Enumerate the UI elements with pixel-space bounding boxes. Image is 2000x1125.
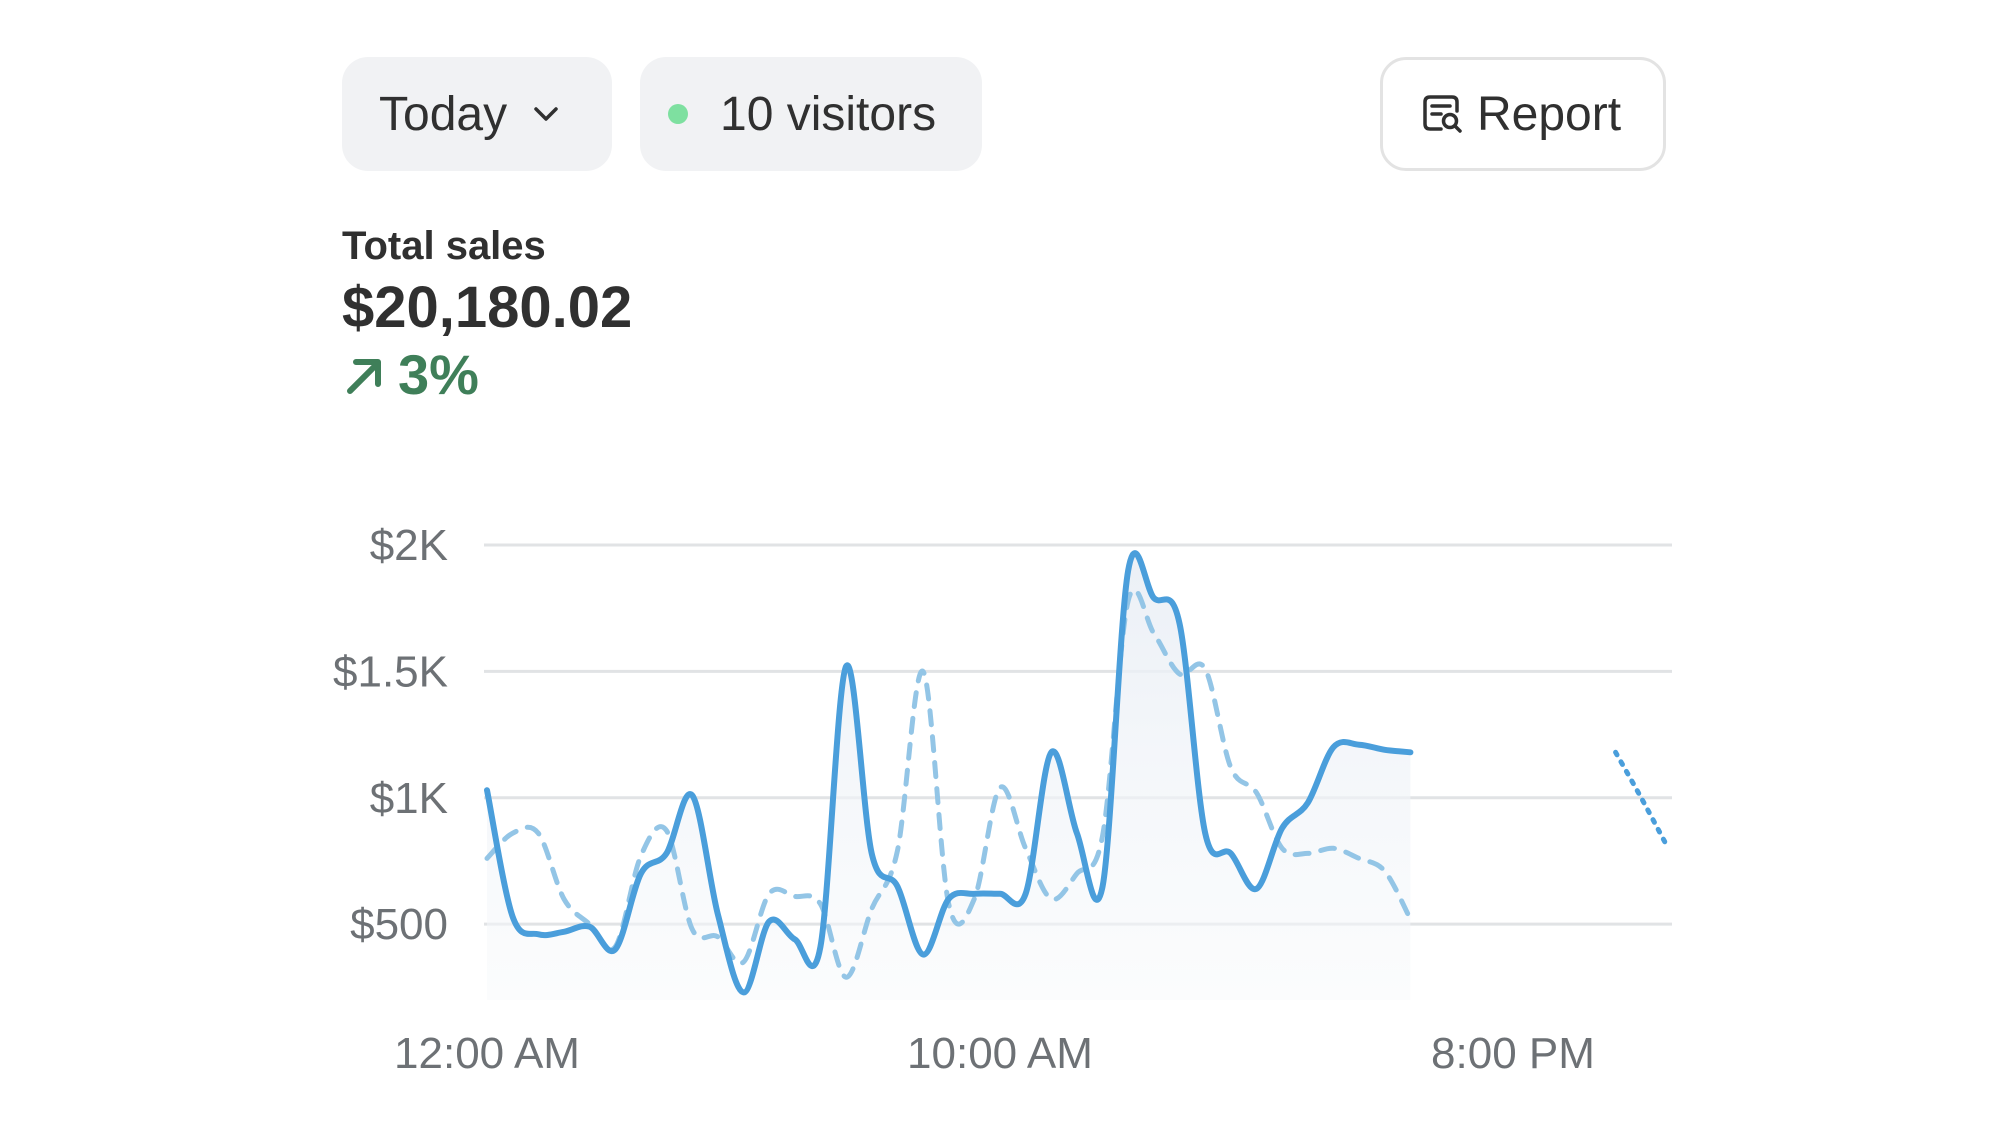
arrow-up-right-icon	[347, 359, 381, 394]
y-tick-label: $1.5K	[333, 647, 448, 696]
date-range-dropdown[interactable]: Today	[342, 57, 612, 171]
chart-area	[487, 553, 1411, 1000]
report-label: Report	[1477, 87, 1622, 141]
live-dot-icon	[668, 104, 688, 124]
sales-series-line	[484, 550, 1414, 996]
y-tick-label: $500	[350, 900, 448, 949]
comparison-series-line	[484, 587, 1413, 980]
live-visitors-button[interactable]: 10 visitors	[640, 57, 982, 171]
visitors-label: 10 visitors	[720, 87, 937, 141]
x-tick-label: 10:00 AM	[907, 1029, 1093, 1078]
y-tick-label: $2K	[370, 521, 448, 570]
sales-projection-line	[1613, 749, 1670, 849]
report-search-icon	[1423, 95, 1462, 133]
toolbar: Today 10 visitors Report	[342, 57, 1666, 171]
x-tick-label: 8:00 PM	[1431, 1029, 1595, 1078]
date-range-label: Today	[379, 87, 508, 141]
chart-labels: $500 $1K $1.5K $2K 12:00 AM 10:00 AM 8:00 PM	[333, 521, 1595, 1078]
total-sales-value: $20,180.02	[342, 275, 633, 340]
chevron-down-icon	[534, 107, 558, 121]
x-tick-label: 12:00 AM	[394, 1029, 580, 1078]
summary-title: Total sales	[342, 224, 546, 268]
sales-area-fill	[487, 553, 1411, 1000]
chart-lines	[484, 550, 1670, 996]
y-tick-label: $1K	[370, 774, 448, 823]
sales-change-indicator: 3%	[342, 344, 632, 406]
sales-summary: Total sales $20,180.02 3%	[342, 222, 632, 406]
report-button[interactable]: Report	[1380, 57, 1666, 171]
sales-change-value: 3%	[398, 343, 479, 406]
